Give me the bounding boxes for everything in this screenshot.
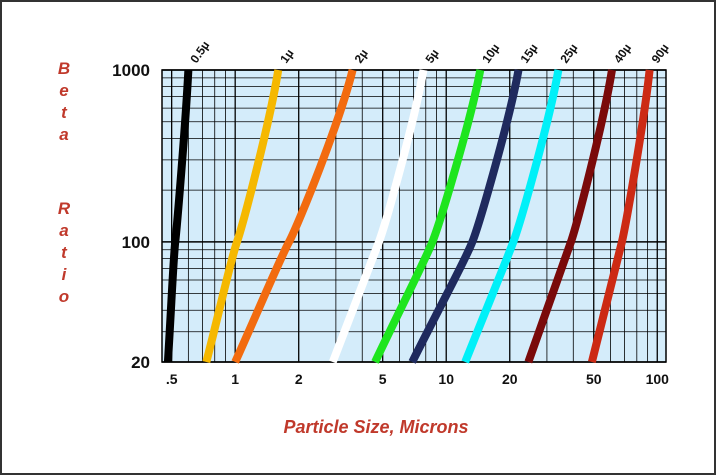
series-line-2 <box>231 69 357 364</box>
series-line-6 <box>461 69 563 364</box>
series-line-1 <box>202 69 283 363</box>
y-tick-label-2: 1000 <box>112 61 150 80</box>
y-axis-title-char: o <box>59 287 69 306</box>
series-label-3: 5µ <box>422 46 441 65</box>
series-label-1: 1µ <box>277 46 296 65</box>
series-line-8 <box>588 69 654 363</box>
y-axis-title-char: i <box>62 265 68 284</box>
y-axis-title-char: a <box>59 125 68 144</box>
x-tick-label-6: 50 <box>586 371 602 387</box>
x-tick-label-0: .5 <box>166 371 178 387</box>
y-axis-title-char: R <box>58 199 71 218</box>
x-tick-label-2: 2 <box>295 371 303 387</box>
series-line-5 <box>408 69 523 364</box>
x-tick-label-1: 1 <box>231 371 239 387</box>
x-tick-label-3: 5 <box>379 371 387 387</box>
series-label-2: 2µ <box>352 46 371 65</box>
series-line-4 <box>371 69 485 364</box>
series-line-0 <box>163 69 193 363</box>
series-label-8: 90µ <box>649 41 672 66</box>
y-axis-title-char: a <box>59 221 68 240</box>
series-label-4: 10µ <box>479 41 502 66</box>
y-tick-label-1: 100 <box>122 233 150 252</box>
y-tick-label-0: 20 <box>131 353 150 372</box>
x-tick-label-4: 10 <box>438 371 454 387</box>
series-label-7: 40µ <box>611 41 634 66</box>
x-tick-label-7: 100 <box>646 371 670 387</box>
x-tick-label-5: 20 <box>502 371 518 387</box>
y-axis-title-char: B <box>58 59 70 78</box>
series-label-5: 15µ <box>517 41 540 66</box>
y-axis-title-char: t <box>61 243 68 262</box>
x-axis-title: Particle Size, Microns <box>283 417 468 437</box>
y-axis-title-char: t <box>61 103 68 122</box>
series-label-0: 0.5µ <box>187 38 212 65</box>
series-line-3 <box>329 69 428 364</box>
series-line-7 <box>524 69 616 364</box>
series-label-6: 25µ <box>557 41 580 66</box>
y-axis-title-char: e <box>59 81 68 100</box>
